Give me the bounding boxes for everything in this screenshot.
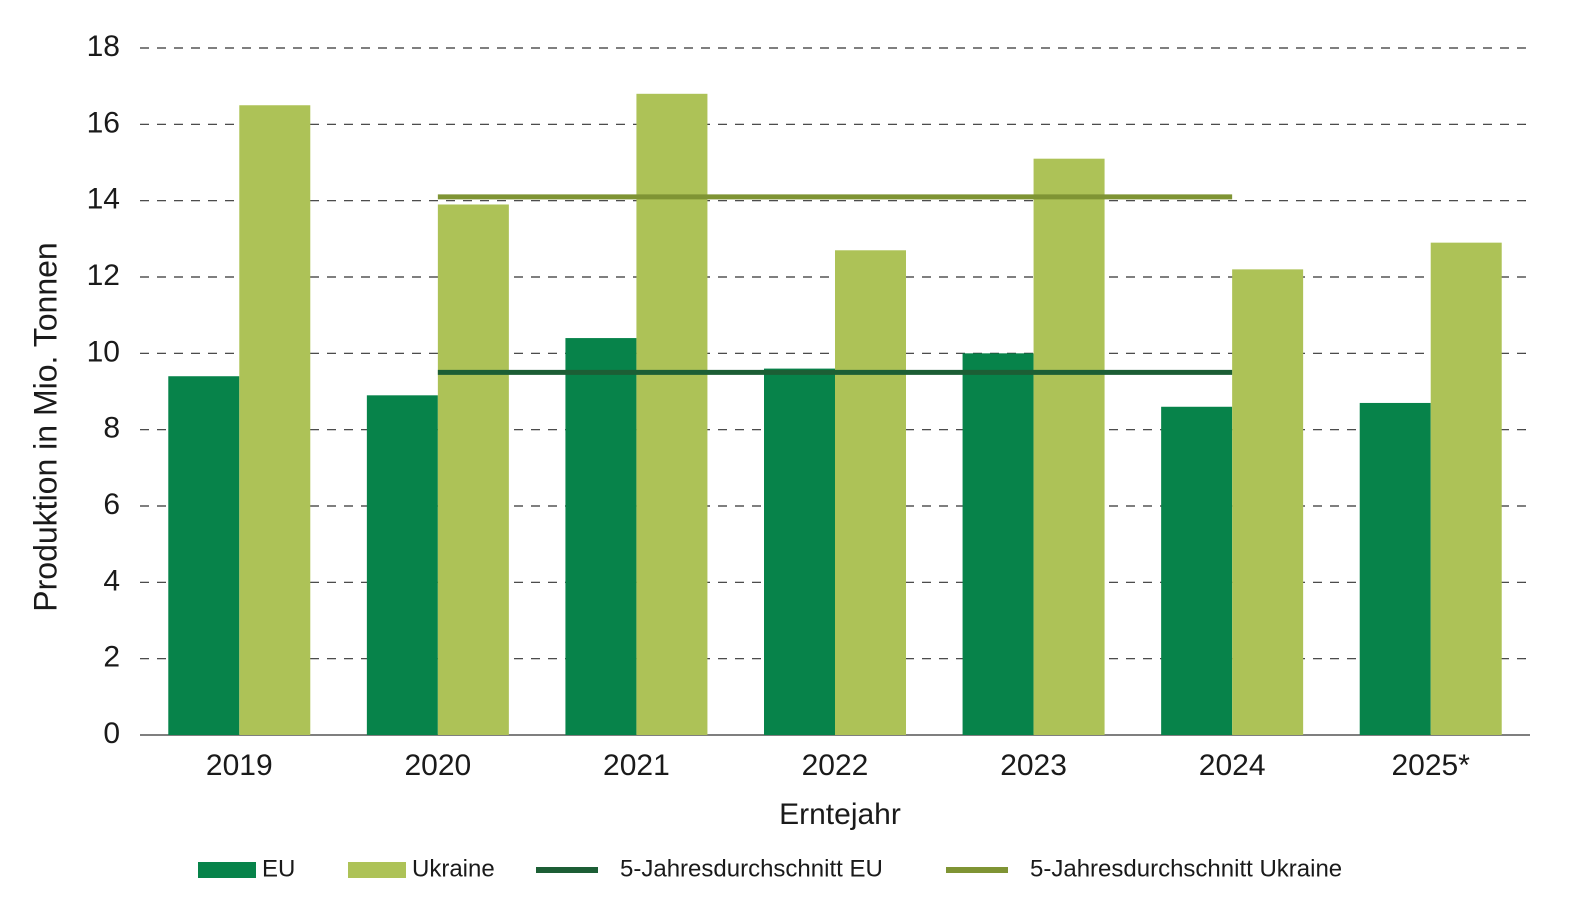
- bar: [636, 93, 708, 736]
- legend-swatch: [198, 862, 256, 878]
- y-tick-label: 16: [87, 106, 120, 139]
- bar: [1232, 269, 1304, 735]
- legend-label: 5-Jahresdurchschnitt EU: [620, 855, 883, 882]
- y-tick-label: 10: [87, 335, 120, 368]
- y-tick-label: 14: [87, 183, 120, 216]
- legend-swatch: [348, 862, 406, 878]
- bar: [764, 368, 835, 735]
- bar: [1430, 242, 1502, 735]
- bar: [366, 395, 438, 735]
- y-tick-label: 8: [103, 412, 120, 445]
- bar: [1359, 402, 1431, 735]
- y-tick-label: 18: [87, 30, 120, 63]
- x-tick-label: 2024: [1199, 749, 1266, 782]
- x-tick-label: 2019: [206, 749, 273, 782]
- bar: [962, 353, 1034, 735]
- legend-label: Ukraine: [412, 855, 495, 882]
- y-tick-label: 4: [103, 564, 120, 597]
- x-tick-label: 2021: [603, 749, 670, 782]
- legend-label: EU: [262, 855, 295, 882]
- bar: [1033, 158, 1105, 735]
- x-tick-label: 2022: [802, 749, 869, 782]
- y-axis-title: Produktion in Mio. Tonnen: [27, 242, 63, 611]
- legend-label: 5-Jahresdurchschnitt Ukraine: [1030, 855, 1342, 882]
- bar: [565, 338, 637, 735]
- bar: [835, 250, 906, 736]
- bar: [168, 376, 240, 735]
- x-tick-label: 2023: [1000, 749, 1067, 782]
- x-tick-label: 2025*: [1392, 749, 1471, 782]
- x-axis-title: Erntejahr: [779, 798, 901, 831]
- y-tick-label: 2: [103, 641, 120, 674]
- y-tick-label: 6: [103, 488, 120, 521]
- bar: [437, 204, 509, 735]
- x-tick-label: 2020: [404, 749, 471, 782]
- y-tick-label: 0: [103, 717, 120, 750]
- bar: [1161, 406, 1233, 735]
- bar: [239, 105, 311, 735]
- y-tick-label: 12: [87, 259, 120, 292]
